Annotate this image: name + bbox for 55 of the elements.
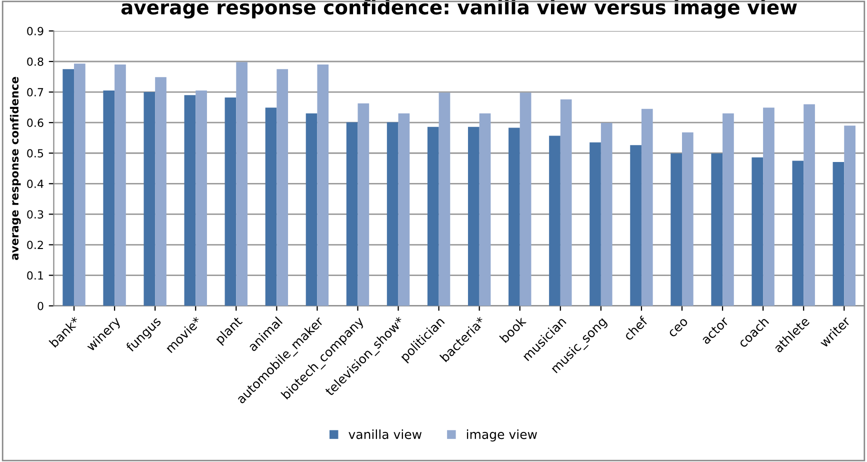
bar — [832, 162, 844, 306]
bar — [630, 145, 642, 306]
y-tick-label: 0 — [38, 302, 44, 310]
legend-label: image view — [466, 429, 537, 442]
bar — [236, 62, 248, 306]
x-tick-label: ceo — [668, 318, 688, 338]
legend-label: vanilla view — [348, 429, 422, 440]
bar — [711, 153, 723, 306]
bar — [804, 104, 815, 306]
y-tick-label: 0.4 — [27, 180, 44, 188]
bar — [196, 90, 207, 306]
bar — [358, 103, 370, 306]
bar — [752, 157, 764, 306]
bar — [520, 92, 532, 306]
y-tick-label: 0.8 — [27, 57, 44, 66]
bar — [276, 69, 288, 306]
bar — [560, 99, 572, 306]
y-tick-label: 0.6 — [27, 118, 44, 127]
bar — [114, 64, 126, 306]
bar — [265, 108, 277, 306]
bar — [144, 92, 156, 306]
y-tick-label: 0.9 — [27, 26, 44, 36]
y-tick-label: 0.3 — [27, 210, 44, 219]
bar — [103, 90, 115, 306]
bar — [224, 98, 236, 306]
bar — [641, 108, 653, 306]
bar — [600, 122, 612, 306]
bar — [844, 126, 856, 306]
bar — [722, 113, 734, 306]
bar — [792, 160, 804, 306]
bar — [398, 113, 410, 306]
bar — [306, 113, 318, 306]
bar — [670, 153, 682, 306]
bar — [184, 95, 196, 306]
bar — [549, 136, 560, 306]
y-tick-label: 0.7 — [27, 88, 44, 96]
bar — [155, 77, 166, 306]
bar — [590, 142, 601, 306]
chart-title: average response confidence: vanilla view versus image view — [121, 0, 797, 18]
bar — [317, 64, 329, 306]
bar — [763, 108, 774, 306]
bar — [468, 126, 480, 306]
bar — [386, 122, 398, 306]
y-tick-label: 0.2 — [27, 240, 43, 250]
bar — [427, 126, 439, 306]
bar — [479, 113, 491, 306]
bar — [74, 64, 86, 306]
bar — [62, 69, 74, 306]
bar — [346, 122, 358, 306]
y-axis-title: average response confidence — [10, 76, 21, 260]
bar — [438, 92, 450, 306]
y-tick-label: 0.1 — [27, 271, 44, 280]
bar — [508, 128, 520, 306]
y-tick-label: 0.5 — [27, 149, 44, 158]
bar — [682, 132, 694, 306]
